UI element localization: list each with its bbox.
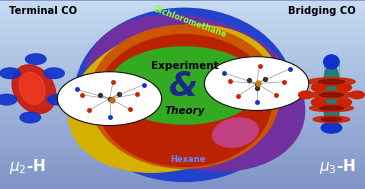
Ellipse shape <box>310 105 353 112</box>
Ellipse shape <box>75 8 294 181</box>
Circle shape <box>350 91 364 99</box>
Ellipse shape <box>86 15 305 171</box>
Ellipse shape <box>19 72 45 104</box>
Ellipse shape <box>68 25 278 172</box>
Text: Hexane: Hexane <box>170 155 205 164</box>
Circle shape <box>20 112 41 123</box>
Ellipse shape <box>212 118 258 147</box>
Text: &: & <box>168 70 197 103</box>
Circle shape <box>0 94 17 105</box>
Circle shape <box>299 91 313 99</box>
Circle shape <box>311 84 326 91</box>
Circle shape <box>47 94 68 105</box>
Ellipse shape <box>319 93 343 97</box>
Circle shape <box>0 68 20 78</box>
Circle shape <box>110 47 259 124</box>
Ellipse shape <box>323 63 340 127</box>
Circle shape <box>337 84 351 91</box>
Text: Bridging CO: Bridging CO <box>288 6 356 16</box>
Ellipse shape <box>12 65 56 114</box>
Ellipse shape <box>308 78 355 86</box>
Ellipse shape <box>89 25 279 168</box>
Circle shape <box>205 57 308 110</box>
Ellipse shape <box>321 118 342 121</box>
Circle shape <box>58 72 161 125</box>
Circle shape <box>337 98 351 106</box>
Text: Experiment: Experiment <box>150 61 218 71</box>
Ellipse shape <box>97 35 272 166</box>
Text: Terminal CO: Terminal CO <box>9 6 77 16</box>
Circle shape <box>44 68 64 78</box>
Text: Theory: Theory <box>164 106 204 116</box>
Ellipse shape <box>318 80 345 84</box>
Text: $\mu_3$-H: $\mu_3$-H <box>319 157 356 176</box>
Ellipse shape <box>324 55 339 69</box>
Ellipse shape <box>313 116 350 122</box>
Ellipse shape <box>310 91 353 98</box>
Text: $\mu_2$-H: $\mu_2$-H <box>9 157 46 176</box>
Ellipse shape <box>319 106 343 110</box>
Circle shape <box>26 54 46 64</box>
Circle shape <box>321 122 342 133</box>
Text: Dichloromethane: Dichloromethane <box>152 5 228 40</box>
Circle shape <box>311 98 326 106</box>
